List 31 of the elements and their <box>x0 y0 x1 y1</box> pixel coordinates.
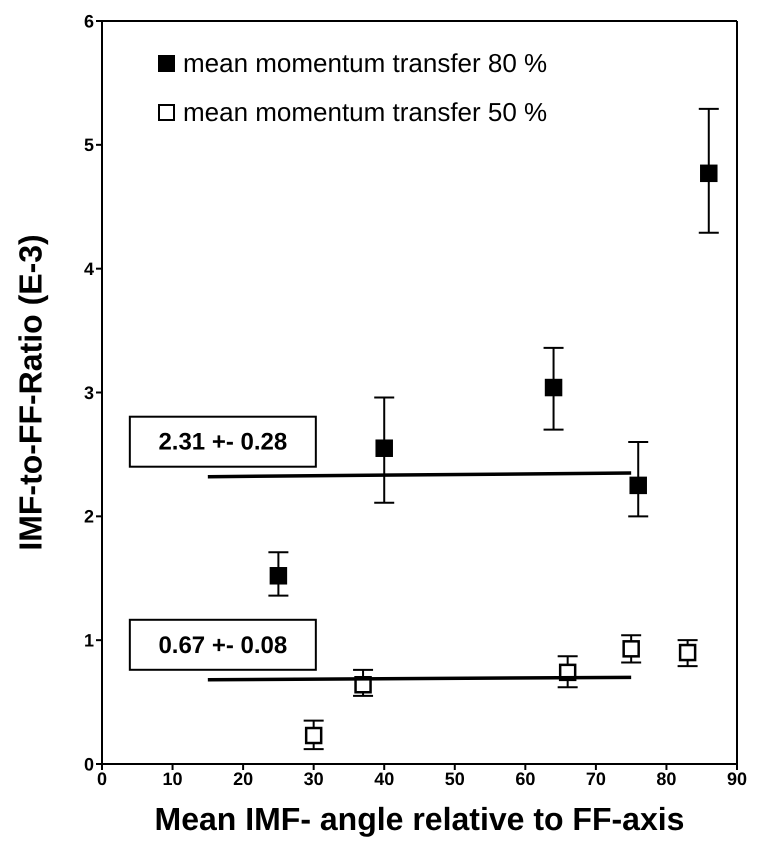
point <box>622 640 640 658</box>
point <box>270 567 288 585</box>
annotation: 2.31 +- 0.28 <box>158 428 288 456</box>
y-axis-title: IMF-to-FF-Ratio (E-3) <box>12 234 48 551</box>
y-tick-label: 2 <box>84 506 94 527</box>
x-tick-label: 90 <box>726 768 748 789</box>
x-tick-label: 40 <box>374 768 394 789</box>
point <box>375 439 393 457</box>
y-tick-label: 4 <box>84 259 94 280</box>
x-tick-label: 30 <box>304 768 324 789</box>
point <box>678 644 696 662</box>
x-tick-label: 50 <box>444 768 465 789</box>
x-tick-label: 60 <box>515 768 536 789</box>
x-axis-title: Mean IMF- angle relative to FF-axis <box>154 801 684 837</box>
y-tick-label: 6 <box>84 11 94 32</box>
x-tick-label: 20 <box>233 768 254 789</box>
point <box>700 164 718 182</box>
legend-label: mean momentum transfer 80 % <box>183 48 548 79</box>
annotation: 0.67 +- 0.08 <box>158 632 288 659</box>
point <box>629 476 647 494</box>
point <box>544 378 562 396</box>
x-tick-label: 10 <box>162 768 183 789</box>
y-tick-label: 1 <box>84 630 94 651</box>
y-tick-label: 5 <box>84 135 94 156</box>
x-tick-label: 0 <box>96 768 108 789</box>
x-tick-label: 70 <box>586 768 606 789</box>
legend-label: mean momentum transfer 50 % <box>183 97 548 128</box>
point <box>304 726 322 744</box>
y-tick-label: 0 <box>84 754 94 774</box>
y-tick-label: 3 <box>84 382 94 403</box>
x-tick-label: 80 <box>656 768 676 789</box>
